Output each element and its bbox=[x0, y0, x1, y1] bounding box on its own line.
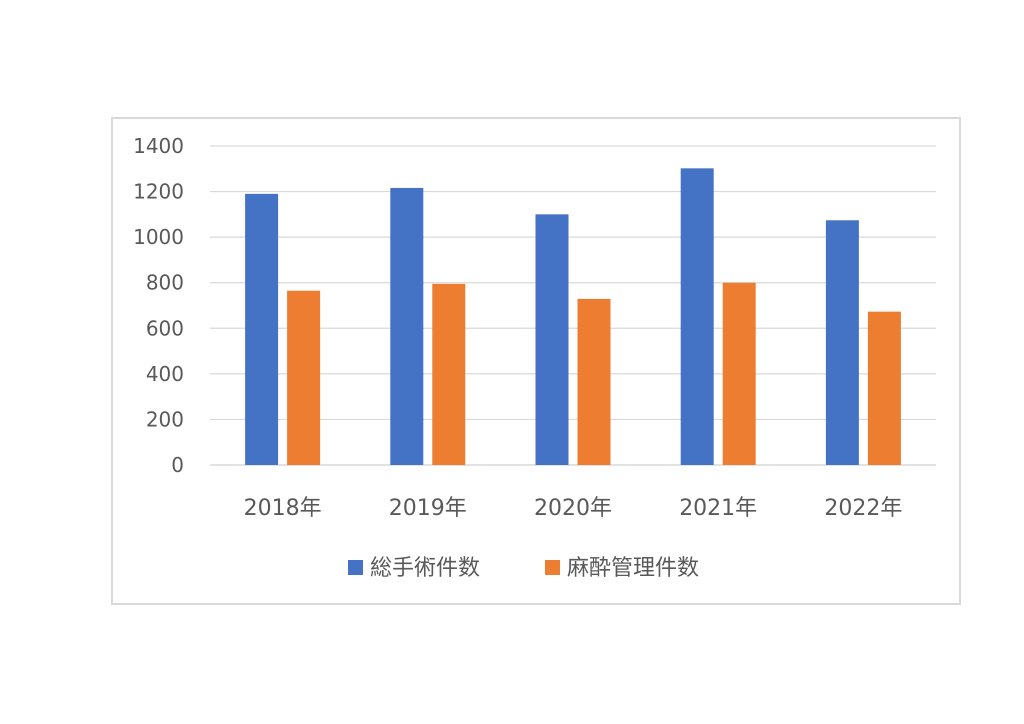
y-tick-label: 1400 bbox=[133, 134, 184, 158]
y-tick-label: 400 bbox=[146, 362, 184, 386]
legend-label: 総手術件数 bbox=[370, 556, 480, 581]
bar-anesthesia-managed-0 bbox=[287, 290, 321, 465]
gridlines bbox=[210, 145, 936, 466]
legend: 総手術件数 麻酔管理件数 bbox=[348, 556, 699, 581]
x-tick-label: 2022年 bbox=[824, 496, 902, 521]
bar-total-surgeries-1 bbox=[390, 187, 424, 465]
bar-anesthesia-managed-4 bbox=[867, 311, 901, 465]
bars bbox=[245, 168, 901, 465]
y-axis-tick-labels: 0 200 400 600 800 1000 1200 1400 bbox=[133, 134, 184, 477]
bar-total-surgeries-2 bbox=[535, 214, 569, 465]
bar-anesthesia-managed-1 bbox=[432, 283, 466, 465]
x-tick-label: 2020年 bbox=[534, 496, 612, 521]
x-tick-label: 2019年 bbox=[389, 496, 467, 521]
bar-total-surgeries-4 bbox=[825, 220, 859, 465]
y-tick-label: 1200 bbox=[133, 180, 184, 204]
y-tick-label: 200 bbox=[146, 407, 184, 431]
legend-swatch-0 bbox=[348, 560, 363, 575]
legend-label: 麻酔管理件数 bbox=[567, 556, 699, 581]
y-tick-label: 0 bbox=[171, 453, 184, 477]
bar-total-surgeries-3 bbox=[680, 168, 714, 465]
y-tick-label: 1000 bbox=[133, 225, 184, 249]
y-tick-label: 600 bbox=[146, 316, 184, 340]
bar-anesthesia-managed-3 bbox=[722, 282, 756, 465]
bar-total-surgeries-0 bbox=[245, 193, 279, 465]
legend-swatch-1 bbox=[545, 560, 560, 575]
x-axis-tick-labels: 2018年 2019年 2020年 2021年 2022年 bbox=[244, 496, 903, 521]
bar-anesthesia-managed-2 bbox=[577, 298, 611, 465]
x-tick-label: 2018年 bbox=[244, 496, 322, 521]
y-tick-label: 800 bbox=[146, 271, 184, 295]
x-tick-label: 2021年 bbox=[679, 496, 757, 521]
